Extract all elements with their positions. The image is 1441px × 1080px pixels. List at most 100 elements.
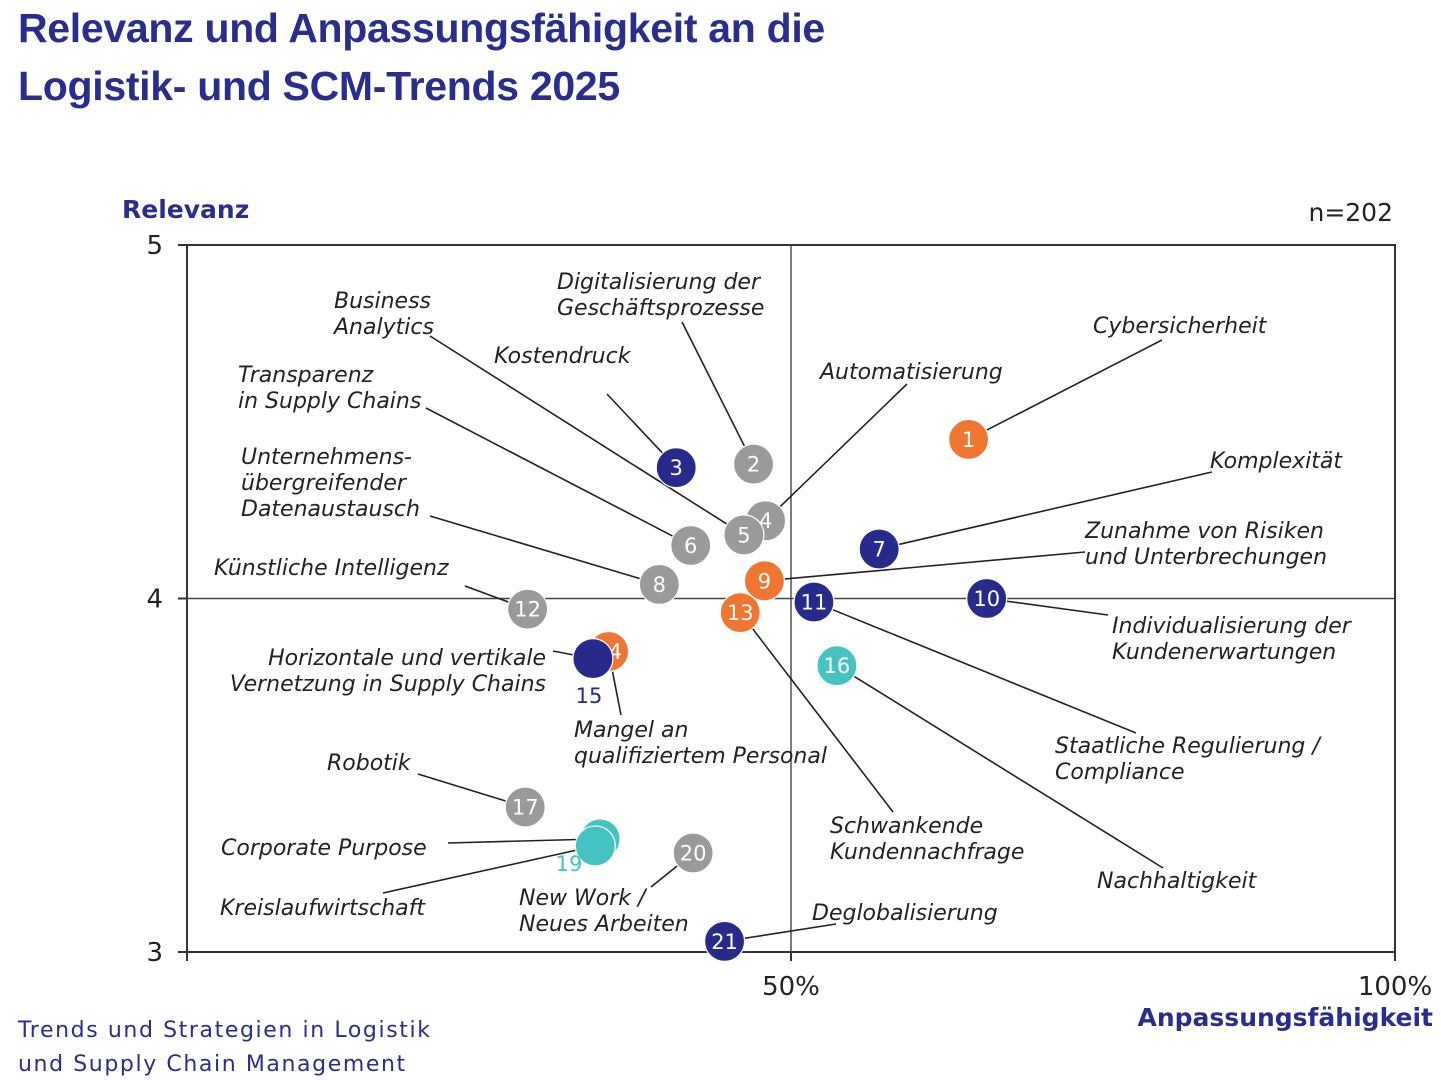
y-axis-title: Relevanz (122, 195, 249, 224)
data-point-8: 8 (638, 563, 680, 605)
data-point-1: 1 (947, 418, 990, 461)
leader-line-14 (611, 669, 622, 716)
point-marker (655, 447, 697, 489)
data-point-16: 16 (816, 645, 858, 687)
point-label-kostendruck: Kostendruck (494, 344, 632, 369)
point-label-transparenz: Transparenz in Supply Chains (238, 363, 421, 414)
leader-line-6 (425, 407, 676, 538)
point-marker (504, 786, 546, 828)
leader-line-1 (984, 339, 1163, 432)
point-marker (947, 418, 990, 461)
x-tick-label: 100% (1358, 972, 1432, 1002)
y-tick-label: 3 (146, 938, 163, 968)
point-label-nachhaltigkeit: Nachhaltigkeit (1097, 869, 1258, 894)
leader-line-18 (447, 838, 583, 844)
data-point-9: 9 (743, 560, 786, 602)
point-marker (723, 514, 765, 556)
point-label-deglobalisierung: Deglobalisierung (812, 901, 998, 926)
leader-line-17 (417, 773, 509, 803)
data-point-21: 21 (703, 920, 746, 962)
point-number-19: 19 (556, 852, 583, 876)
point-number-13: 13 (727, 601, 754, 625)
point-label-corporate-purpose: Corporate Purpose (221, 836, 427, 861)
leader-line-19 (382, 849, 578, 894)
leader-line-20 (650, 863, 680, 888)
point-marker (574, 825, 616, 867)
leader-line-2 (681, 321, 747, 449)
point-marker (858, 528, 900, 570)
point-label-cybersicherheit: Cybersicherheit (1093, 314, 1268, 339)
data-point-5: 5 (723, 514, 765, 556)
y-tick-label: 5 (146, 231, 163, 261)
sample-size-note: n=202 (1308, 198, 1393, 227)
point-number-16: 16 (824, 654, 851, 678)
point-marker (507, 588, 549, 630)
point-label-automatisierung: Automatisierung (818, 360, 1003, 385)
data-point-20: 20 (672, 832, 714, 874)
point-marker (672, 832, 714, 874)
leader-line-13 (750, 626, 894, 813)
leader-line-7 (896, 471, 1213, 546)
data-point-6: 6 (670, 524, 712, 567)
chart-title-line-2: Logistik- und SCM-Trends 2025 (18, 63, 620, 109)
data-point-11: 11 (793, 581, 835, 623)
point-number-5: 5 (737, 523, 750, 547)
point-number-8: 8 (653, 573, 666, 597)
point-label-unternehmens: Unternehmens-übergreifender Datenaustausc… (241, 445, 420, 522)
point-label-komplexität: Komplexität (1210, 449, 1343, 474)
data-points: 123456789101112131415161718192021 (504, 418, 1008, 962)
point-number-12: 12 (514, 598, 541, 622)
leader-line-3 (606, 393, 665, 456)
data-point-13: 13 (719, 592, 761, 634)
data-point-10: 10 (966, 577, 1008, 620)
data-point-7: 7 (858, 528, 900, 570)
point-marker (966, 577, 1008, 620)
point-number-11: 11 (801, 591, 828, 615)
point-number-3: 3 (670, 456, 683, 480)
axis-ticks: 3 4 5 50% 100% Relevanz Anpassungsfähigkeit n=2… (122, 195, 1433, 1032)
data-point-17: 17 (504, 786, 546, 828)
point-number-2: 2 (747, 453, 760, 477)
point-marker (793, 581, 835, 623)
point-marker (638, 563, 680, 605)
point-marker (670, 524, 712, 567)
point-label-kreislaufwirtschaft: Kreislaufwirtschaft (220, 896, 426, 921)
point-marker (572, 637, 614, 680)
point-label-new-work: New Work / Neues Arbeiten (519, 886, 689, 937)
leader-line-8 (429, 515, 643, 580)
point-label-robotik: Robotik (327, 751, 412, 776)
chart-title-line-1: Relevanz und Anpassungsfähigkeit an die (18, 5, 825, 51)
point-label-schwankende: Schwankende Kundennachfrage (830, 814, 1024, 865)
leader-line-12 (464, 585, 512, 604)
point-marker (743, 560, 786, 602)
x-tick-label: 50% (762, 972, 820, 1002)
point-label-mangel-an: Mangel an qualifiziertem Personal (574, 718, 827, 769)
point-number-10: 10 (973, 587, 1000, 611)
point-label-business: Business Analytics (332, 289, 434, 340)
point-number-20: 20 (680, 842, 707, 866)
point-marker (732, 443, 775, 485)
data-point-12: 12 (507, 588, 549, 630)
leader-line-16 (851, 674, 1164, 869)
leader-line-4 (778, 383, 908, 509)
point-label-zunahme-von-risiken: Zunahme von Risiken und Unterbrechungen (1084, 519, 1327, 570)
point-number-1: 1 (962, 428, 975, 452)
point-label-digitalisierung-der: Digitalisierung der Geschäftsprozesse (557, 270, 764, 321)
point-number-15: 15 (576, 684, 603, 708)
point-marker (816, 645, 858, 687)
point-number-9: 9 (758, 569, 771, 593)
point-number-21: 21 (711, 930, 738, 954)
point-marker (703, 920, 746, 962)
leader-lines (382, 321, 1213, 940)
y-tick-label: 4 (146, 585, 163, 615)
point-label-künstliche-intelligenz: Künstliche Intelligenz (214, 556, 449, 581)
point-label-horizontale-und-vertikale: Horizontale und vertikale Vernetzung in S… (230, 646, 546, 697)
leader-line-10 (1004, 600, 1109, 616)
data-point-19: 19 (556, 825, 616, 876)
data-point-3: 3 (655, 447, 697, 489)
leader-line-15 (552, 650, 576, 657)
data-point-2: 2 (732, 443, 775, 485)
data-point-15: 15 (572, 637, 614, 708)
leader-line-9 (782, 551, 1086, 581)
